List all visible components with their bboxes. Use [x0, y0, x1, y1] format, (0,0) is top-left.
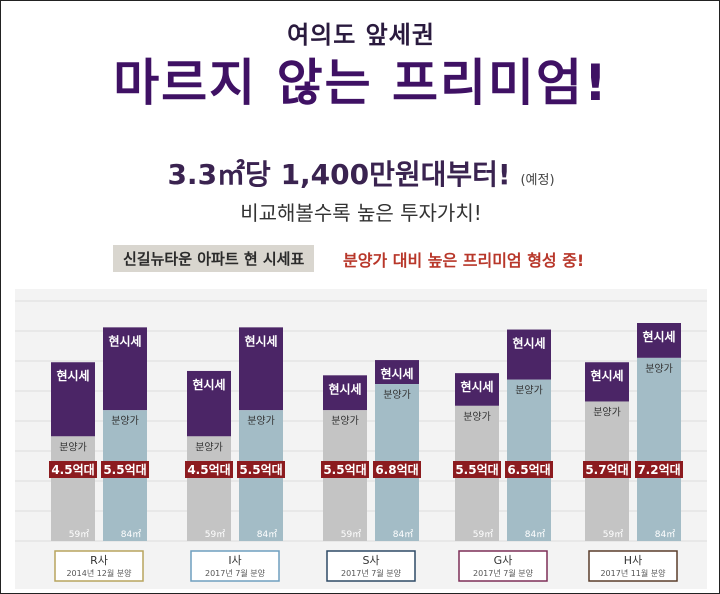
- group-date: 2017년 7월 분양: [205, 568, 266, 578]
- price-label: 4.5억대: [187, 463, 230, 477]
- sale-label: 분양가: [515, 385, 543, 397]
- size-label: 84㎡: [393, 529, 413, 540]
- group-date: 2017년 7월 분양: [473, 568, 534, 578]
- price-label: 5.5억대: [239, 463, 282, 477]
- market-bar-segment: [103, 327, 147, 411]
- group-date: 2014년 12월 분양: [66, 568, 132, 578]
- market-bar-segment: [51, 362, 95, 437]
- market-label: 현시세: [380, 366, 413, 381]
- size-label: 59㎡: [603, 529, 623, 540]
- headline: 마르지 않는 프리미엄!: [113, 54, 609, 112]
- market-bar-segment: [375, 360, 419, 385]
- market-label: 현시세: [512, 336, 545, 351]
- price-note: (예정): [520, 173, 555, 188]
- price-label-bg: [373, 461, 421, 478]
- market-bar-segment: [239, 327, 283, 411]
- size-label: 84㎡: [257, 529, 277, 540]
- size-label: 84㎡: [525, 529, 545, 540]
- market-bar-segment: [323, 375, 367, 411]
- sale-label: 분양가: [383, 389, 411, 401]
- sale-bar-segment: [187, 436, 231, 541]
- group-name: G사: [494, 554, 513, 567]
- market-label: 현시세: [590, 368, 623, 383]
- market-bar-segment: [585, 362, 629, 402]
- price-main: 3.3㎡당 1,400만원대부터!: [167, 158, 511, 191]
- market-label: 현시세: [192, 377, 225, 392]
- market-bar-segment: [455, 373, 499, 406]
- tagline: 비교해볼수록 높은 투자가치!: [240, 201, 482, 225]
- sale-label: 분양가: [331, 415, 359, 427]
- group-label-box: [458, 550, 548, 582]
- market-bar-segment: [187, 370, 231, 437]
- sale-label: 분양가: [645, 363, 673, 375]
- size-label: 84㎡: [121, 529, 141, 540]
- sale-label: 분양가: [593, 406, 621, 418]
- price-label: 6.5억대: [507, 463, 550, 477]
- price-label: 5.7억대: [585, 463, 628, 477]
- size-label: 59㎡: [205, 529, 225, 540]
- group-name: I사: [228, 554, 241, 567]
- price-line: 3.3㎡당 1,400만원대부터! (예정): [1, 153, 720, 193]
- price-label: 5.5억대: [103, 463, 146, 477]
- price-label-bg: [101, 461, 149, 478]
- price-label-bg: [237, 461, 285, 478]
- sale-bar-segment: [51, 436, 95, 541]
- price-label-bg: [505, 461, 553, 478]
- market-label: 현시세: [244, 333, 277, 348]
- group-label-box: [588, 550, 678, 582]
- sale-label: 분양가: [463, 411, 491, 423]
- market-label: 현시세: [642, 329, 675, 344]
- market-bar-segment: [507, 329, 551, 380]
- size-label: 84㎡: [655, 529, 675, 540]
- sale-label: 분양가: [247, 415, 275, 427]
- group-date: 2017년 7월 분양: [341, 568, 402, 578]
- price-label-bg: [49, 461, 97, 478]
- price-label: 6.8억대: [375, 463, 418, 477]
- group-label-box: [326, 550, 416, 582]
- premium-note: 분양가 대비 높은 프리미엄 형성 중!: [343, 251, 585, 270]
- group-label-box: [54, 550, 144, 582]
- kicker-text: 여의도 앞세권: [287, 21, 435, 49]
- market-bar-segment: [637, 323, 681, 358]
- group-name: R사: [90, 554, 108, 567]
- price-label: 5.5억대: [323, 463, 366, 477]
- price-label: 5.5억대: [455, 463, 498, 477]
- group-label-box: [190, 550, 280, 582]
- sale-bar-segment: [507, 379, 551, 541]
- size-label: 59㎡: [69, 529, 89, 540]
- price-label-bg: [321, 461, 369, 478]
- group-name: H사: [624, 554, 642, 567]
- market-label: 현시세: [56, 368, 89, 383]
- group-date: 2017년 11월 분양: [600, 568, 666, 578]
- sale-label: 분양가: [195, 441, 223, 453]
- sale-label: 분양가: [111, 415, 139, 427]
- market-label: 현시세: [108, 333, 141, 348]
- price-chart: 현시세분양가4.5억대59㎡현시세분양가5.5억대84㎡현시세분양가4.5억대5…: [15, 289, 707, 589]
- sale-label: 분양가: [59, 441, 87, 453]
- price-label-bg: [185, 461, 233, 478]
- sale-bar-segment: [637, 357, 681, 541]
- price-label: 4.5억대: [51, 463, 94, 477]
- group-name: S사: [362, 554, 379, 567]
- price-label-bg: [453, 461, 501, 478]
- size-label: 59㎡: [473, 529, 493, 540]
- market-label: 현시세: [328, 381, 361, 396]
- price-label-bg: [635, 461, 683, 478]
- chart-badge: 신길뉴타운 아파트 현 시세표: [113, 245, 315, 272]
- price-label: 7.2억대: [637, 463, 680, 477]
- market-label: 현시세: [460, 379, 493, 394]
- size-label: 59㎡: [341, 529, 361, 540]
- price-label-bg: [583, 461, 631, 478]
